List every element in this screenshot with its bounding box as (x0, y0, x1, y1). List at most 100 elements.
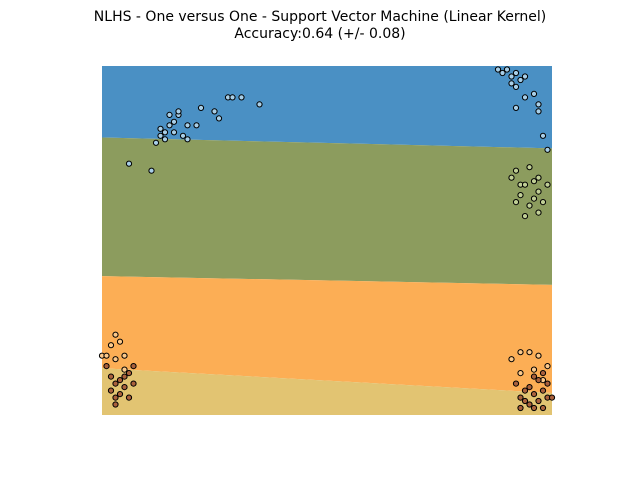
data-point-class-2 (544, 363, 551, 370)
data-point-class-3 (521, 397, 529, 405)
data-point-class-3 (539, 404, 547, 412)
data-point-class-0 (184, 136, 191, 143)
data-point-class-3 (530, 373, 538, 380)
data-point-class-2 (112, 331, 119, 338)
data-point-class-0 (215, 115, 223, 122)
data-point-class-1 (521, 181, 529, 188)
data-point-class-2 (530, 366, 538, 373)
data-point-class-0 (535, 108, 542, 115)
data-point-class-0 (544, 146, 551, 153)
data-point-class-3 (530, 404, 538, 412)
data-point-class-0 (125, 160, 133, 167)
chart-title: NLHS - One versus One - Support Vector M… (93, 9, 547, 25)
data-point-class-0 (175, 108, 182, 115)
data-point-class-2 (112, 356, 119, 363)
data-point-class-1 (530, 178, 538, 185)
data-point-class-0 (535, 101, 542, 108)
data-point-class-3 (116, 377, 124, 384)
data-point-class-3 (539, 370, 547, 377)
data-point-class-0 (157, 125, 164, 132)
data-point-class-0 (508, 80, 515, 87)
data-point-class-0 (503, 66, 511, 73)
data-point-class-0 (256, 101, 263, 108)
data-point-class-0 (166, 122, 173, 129)
data-point-class-0 (193, 122, 200, 129)
data-point-class-2 (121, 352, 128, 359)
data-point-class-3 (517, 404, 524, 412)
data-point-class-3 (107, 387, 115, 394)
data-point-class-2 (526, 349, 533, 356)
data-point-class-2 (517, 370, 524, 377)
data-point-class-1 (535, 209, 542, 216)
data-point-class-3 (125, 394, 133, 401)
data-point-class-3 (103, 363, 110, 370)
data-point-class-3 (526, 401, 533, 408)
data-point-class-1 (526, 202, 533, 209)
data-point-class-0 (211, 108, 218, 115)
data-point-class-3 (125, 370, 133, 377)
data-point-class-3 (521, 387, 529, 394)
data-point-class-2 (121, 366, 128, 373)
data-point-class-1 (512, 199, 520, 206)
data-point-class-3 (535, 377, 542, 384)
decision-region-class-0 (102, 66, 552, 149)
data-point-class-3 (539, 387, 547, 394)
data-point-class-0 (530, 90, 538, 98)
data-point-class-2 (107, 342, 115, 349)
data-point-class-3 (121, 384, 128, 391)
data-point-class-1 (544, 181, 551, 188)
data-point-class-0 (512, 69, 520, 77)
data-point-class-0 (238, 94, 245, 101)
data-point-class-1 (517, 192, 524, 199)
data-point-class-3 (130, 380, 137, 387)
data-point-class-0 (170, 118, 178, 125)
data-point-class-0 (512, 104, 520, 112)
decision-region-class-3 (102, 368, 552, 415)
data-point-class-0 (229, 94, 236, 101)
data-point-class-3 (517, 394, 524, 401)
data-point-class-3 (512, 380, 520, 387)
data-point-class-3 (112, 380, 119, 387)
data-point-class-1 (512, 167, 520, 174)
data-point-class-0 (148, 167, 155, 174)
decision-region-class-2 (102, 276, 552, 394)
data-point-class-0 (184, 122, 191, 129)
data-point-class-0 (157, 132, 164, 139)
data-point-class-0 (179, 132, 187, 139)
data-point-class-3 (526, 384, 533, 391)
data-point-class-0 (512, 83, 520, 91)
chart-subtitle: Accuracy:0.64 (+/- 0.08) (234, 26, 406, 42)
data-point-class-1 (539, 199, 547, 206)
data-point-class-3 (112, 401, 119, 408)
data-point-class-1 (530, 195, 538, 202)
data-point-class-3 (548, 394, 556, 401)
data-point-class-0 (161, 136, 169, 143)
data-point-class-0 (161, 129, 169, 136)
data-point-class-0 (197, 104, 205, 112)
data-point-class-1 (508, 174, 515, 181)
data-point-class-2 (116, 338, 124, 345)
data-point-class-0 (166, 111, 173, 119)
data-point-class-3 (130, 363, 137, 370)
data-point-class-2 (508, 356, 515, 363)
data-point-class-2 (535, 352, 542, 359)
data-point-class-3 (530, 391, 538, 398)
data-point-class-1 (535, 188, 542, 195)
data-point-class-0 (494, 66, 502, 73)
data-point-class-2 (103, 352, 110, 359)
data-point-class-0 (152, 139, 160, 146)
data-point-class-1 (535, 174, 542, 181)
data-point-class-0 (521, 94, 529, 101)
data-point-class-3 (121, 373, 128, 380)
data-point-class-3 (116, 391, 124, 398)
data-point-class-0 (508, 73, 515, 80)
data-point-class-0 (170, 129, 178, 136)
data-point-class-0 (517, 76, 524, 84)
data-point-class-0 (521, 73, 529, 80)
data-point-class-0 (499, 69, 506, 77)
data-point-class-1 (521, 213, 529, 220)
data-point-class-3 (535, 397, 542, 405)
data-point-class-3 (107, 373, 115, 380)
